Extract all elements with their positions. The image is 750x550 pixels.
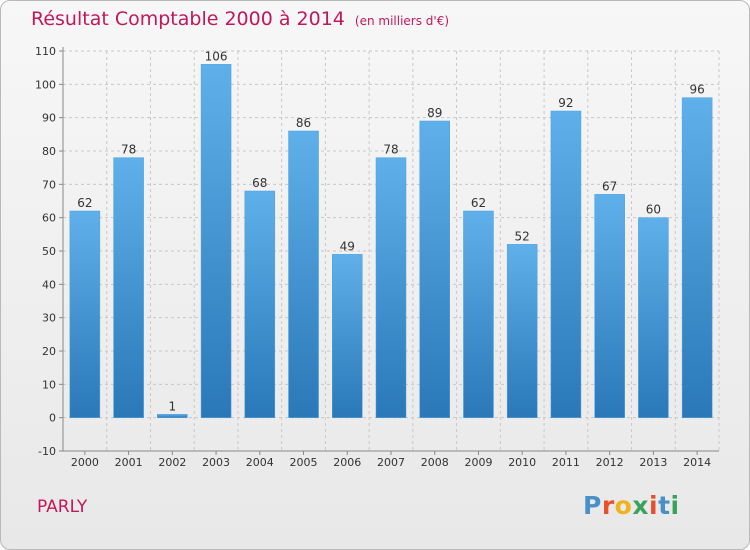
bar-2001 — [113, 157, 144, 418]
bar-2002 — [157, 414, 188, 418]
x-tick-label-2010: 2010 — [508, 456, 536, 469]
y-tick-label: 60 — [42, 212, 56, 225]
x-tick-label-2000: 2000 — [71, 456, 99, 469]
x-tick-label-2013: 2013 — [639, 456, 667, 469]
logo-letter: x — [632, 491, 649, 520]
chart-title-text: Résultat Comptable 2000 à 2014 — [31, 8, 345, 30]
bar-2007 — [375, 157, 407, 418]
bar-2010 — [506, 244, 538, 418]
bar-2000 — [69, 210, 101, 418]
logo-letter: o — [614, 491, 633, 520]
value-label-2009: 62 — [471, 196, 486, 210]
x-tick-label-2014: 2014 — [683, 456, 711, 469]
logo-letter: i — [670, 491, 680, 520]
value-label-2007: 78 — [383, 143, 398, 157]
logo-letter: t — [658, 491, 671, 520]
x-tick-label-2005: 2005 — [290, 456, 318, 469]
y-tick-label: 90 — [42, 112, 56, 125]
bar-2008 — [419, 120, 450, 418]
y-tick-label: -10 — [38, 445, 56, 458]
value-label-2001: 78 — [121, 143, 136, 157]
y-tick-label: 70 — [42, 178, 56, 191]
bar-2006 — [332, 254, 363, 418]
x-tick-label-2002: 2002 — [158, 456, 186, 469]
bar-2005 — [288, 130, 319, 418]
bar-2012 — [594, 194, 625, 418]
value-label-2006: 49 — [340, 239, 355, 253]
chart-subtitle: (en milliers d'€) — [354, 14, 450, 28]
value-label-2003: 106 — [205, 49, 228, 63]
bar-2003 — [200, 64, 232, 418]
x-tick-label-2009: 2009 — [464, 456, 492, 469]
y-tick-label: 10 — [42, 378, 56, 391]
value-label-2005: 86 — [296, 116, 311, 130]
x-tick-label-2006: 2006 — [333, 456, 361, 469]
x-tick-label-2004: 2004 — [246, 456, 274, 469]
value-label-2004: 68 — [252, 176, 267, 190]
y-tick-label: 30 — [42, 312, 56, 325]
y-tick-label: 0 — [49, 412, 56, 425]
x-tick-label-2007: 2007 — [377, 456, 405, 469]
logo-letter: P — [583, 491, 602, 520]
y-tick-label: 110 — [35, 45, 56, 58]
chart-title: Résultat Comptable 2000 à 2014 (en millie… — [31, 8, 449, 30]
value-label-2008: 89 — [427, 106, 442, 120]
logo-letter: i — [649, 491, 659, 520]
commune-name: PARLY — [37, 497, 88, 517]
x-tick-label-2011: 2011 — [552, 456, 580, 469]
value-label-2012: 67 — [602, 179, 617, 193]
x-tick-label-2012: 2012 — [596, 456, 624, 469]
proxiti-logo: Proxiti — [583, 491, 680, 520]
value-label-2014: 96 — [689, 83, 704, 97]
bar-2009 — [463, 210, 494, 418]
bar-2004 — [244, 190, 276, 418]
logo-letter: r — [601, 491, 615, 520]
y-tick-label: 20 — [42, 345, 56, 358]
value-label-2000: 62 — [77, 196, 92, 210]
y-tick-label: 100 — [35, 78, 56, 91]
y-tick-label: 80 — [42, 145, 56, 158]
x-tick-label-2001: 2001 — [115, 456, 143, 469]
value-label-2010: 52 — [515, 229, 530, 243]
x-tick-label-2008: 2008 — [421, 456, 449, 469]
bar-2011 — [550, 110, 582, 418]
value-label-2013: 60 — [646, 203, 661, 217]
bar-2014 — [681, 97, 713, 418]
x-tick-label-2003: 2003 — [202, 456, 230, 469]
y-tick-label: 50 — [42, 245, 56, 258]
bar-2013 — [638, 217, 669, 418]
y-tick-label: 40 — [42, 278, 56, 291]
value-label-2002: 1 — [169, 399, 177, 413]
value-label-2011: 92 — [558, 96, 573, 110]
